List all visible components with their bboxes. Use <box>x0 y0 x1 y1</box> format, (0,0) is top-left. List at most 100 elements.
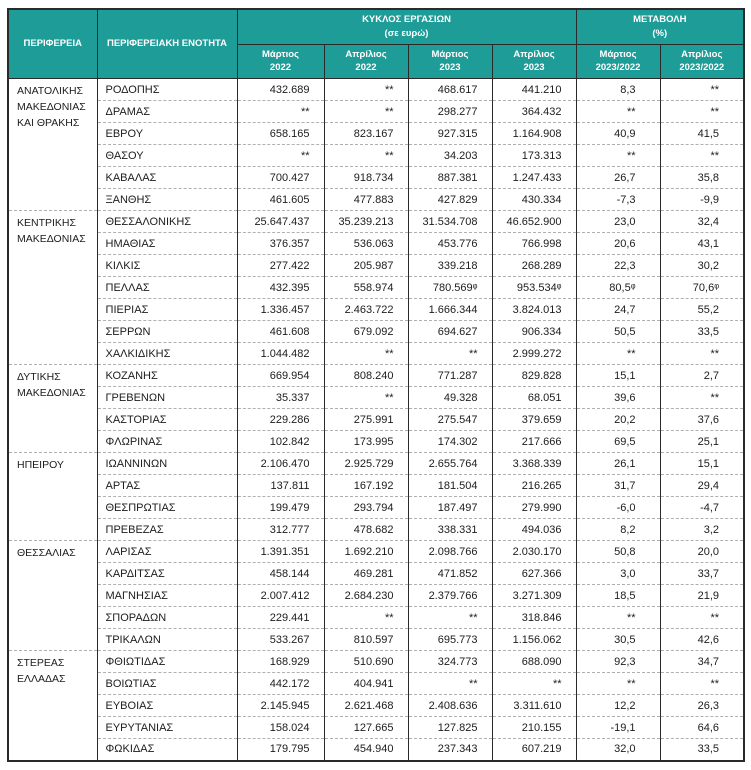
change-percent-cell: ** <box>659 672 745 695</box>
turnover-value-cell: 1.692.210 <box>323 540 408 563</box>
turnover-value-cell: 1.044.482 <box>236 342 324 365</box>
turnover-value-cell: 427.829 <box>407 188 492 211</box>
table-row: ΚΕΝΤΡΙΚΗΣ ΜΑΚΕΔΟΝΙΑΣ ΘΕΣΣΑΛΟΝΙΚΗΣ 25.647.4… <box>7 210 745 365</box>
turnover-value-cell: ** <box>323 342 408 365</box>
change-percent-cell: 2,7 <box>659 364 745 387</box>
turnover-group-subtitle: (σε ευρώ) <box>384 27 429 39</box>
turnover-value-cell: 810.597 <box>323 628 408 651</box>
regional-unit-cell: ΗΜΑΘΙΑΣ <box>96 232 237 255</box>
change-percent-cell: 3,0 <box>575 562 661 585</box>
turnover-value-cell: 49.328 <box>407 386 492 409</box>
change-percent-cell: 26,7 <box>575 166 661 189</box>
change-percent-cell: ** <box>575 342 661 365</box>
column-header-region: ΠΕΡΙΦΕΡΕΙΑ <box>7 8 98 80</box>
turnover-value-cell: 25.647.437 <box>236 210 324 233</box>
turnover-value-cell: 2.621.468 <box>323 694 408 717</box>
change-group-title: ΜΕΤΑΒΟΛΗ <box>633 14 687 25</box>
turnover-value-cell: 102.842 <box>236 430 324 453</box>
period-header-line2: 2023/2022 <box>595 62 641 74</box>
turnover-value-cell: ** <box>323 386 408 409</box>
turnover-value-cell: 181.504 <box>407 474 492 497</box>
table-row: ΧΑΛΚΙΔΙΚΗΣ 1.044.482 ** ** 2.999.272 ** ** <box>8 342 745 365</box>
turnover-value-cell: 906.334 <box>491 320 577 343</box>
table-row: ΤΡΙΚΑΛΩΝ 533.267 810.597 695.773 1.156.062 30… <box>8 628 745 651</box>
change-percent-cell: 15,1 <box>659 452 745 475</box>
change-percent-cell: 24,7 <box>575 298 661 321</box>
change-percent-cell: 30,5 <box>575 628 661 651</box>
change-percent-cell: 8,3 <box>575 78 661 101</box>
turnover-value-cell: ** <box>323 144 408 167</box>
column-header-period: Μάρτιος 2023 <box>407 43 493 80</box>
table-row: ΜΑΓΝΗΣΙΑΣ 2.007.412 2.684.230 2.379.766 3.27… <box>8 584 745 607</box>
column-group-change: ΜΕΤΑΒΟΛΗ (%) <box>575 8 745 45</box>
turnover-value-cell: 1.247.433 <box>491 166 577 189</box>
table-row: ΣΠΟΡΑΔΩΝ 229.441 ** ** 318.846 ** ** <box>8 606 745 629</box>
change-percent-cell: 42,6 <box>659 628 745 651</box>
change-percent-cell: 31,7 <box>575 474 661 497</box>
turnover-value-cell: 694.627 <box>407 320 492 343</box>
region-cell: ΣΤΕΡΕΑΣ ΕΛΛΑΔΑΣ <box>7 650 97 761</box>
turnover-value-cell: 217.666 <box>491 430 577 453</box>
change-percent-cell: 33,5 <box>659 738 745 761</box>
turnover-value-cell: 3.311.610 <box>491 694 577 717</box>
regional-unit-cell: ΤΡΙΚΑΛΩΝ <box>96 628 237 651</box>
period-header-line1: Μάρτιος <box>262 48 299 60</box>
change-percent-cell: ** <box>659 606 745 629</box>
turnover-value-cell: 229.286 <box>236 408 324 431</box>
change-percent-cell: 21,9 <box>659 584 745 607</box>
regional-unit-cell: ΦΛΩΡΙΝΑΣ <box>96 430 237 453</box>
regional-unit-cell: ΛΑΡΙΣΑΣ <box>96 540 237 563</box>
change-percent-cell: 20,6 <box>575 232 661 255</box>
turnover-value-cell: 35.239.213 <box>323 210 408 233</box>
regional-unit-cell: ΠΙΕΡΙΑΣ <box>96 298 237 321</box>
column-header-period: Απρίλιος 2023 <box>491 43 577 80</box>
turnover-group-title: ΚΥΚΛΟΣ ΕΡΓΑΣΙΩΝ <box>362 14 451 25</box>
regional-unit-cell: ΑΡΤΑΣ <box>96 474 237 497</box>
turnover-value-cell: 2.106.470 <box>236 452 324 475</box>
turnover-value-cell: 127.825 <box>407 716 492 739</box>
regional-unit-cell: ΕΥΡΥΤΑΝΙΑΣ <box>96 716 237 739</box>
turnover-value-cell: 478.682 <box>323 518 408 541</box>
change-percent-cell: 20,2 <box>575 408 661 431</box>
turnover-value-cell: 312.777 <box>236 518 324 541</box>
turnover-value-cell: 275.991 <box>323 408 408 431</box>
turnover-value-cell: 158.024 <box>236 716 324 739</box>
change-percent-cell: 26,1 <box>575 452 661 475</box>
change-percent-cell: ** <box>659 144 745 167</box>
change-percent-cell: 25,1 <box>659 430 745 453</box>
turnover-value-cell: 268.289 <box>491 254 577 277</box>
change-percent-cell: 32,0 <box>575 738 661 761</box>
regional-unit-cell: ΚΑΡΔΙΤΣΑΣ <box>96 562 237 585</box>
turnover-value-cell: ** <box>491 672 577 695</box>
turnover-value-cell: 229.441 <box>236 606 324 629</box>
turnover-value-cell: 179.795 <box>236 738 324 761</box>
turnover-value-cell: 173.313 <box>491 144 577 167</box>
regional-unit-cell: ΓΡΕΒΕΝΩΝ <box>96 386 237 409</box>
change-group-subtitle: (%) <box>652 27 668 39</box>
turnover-value-cell: 829.828 <box>491 364 577 387</box>
table-row: ΘΕΣΠΡΩΤΙΑΣ 199.479 293.794 187.497 279.990 -6… <box>8 496 745 519</box>
change-percent-cell: ** <box>659 386 745 409</box>
turnover-value-cell: 887.381 <box>407 166 492 189</box>
turnover-value-cell: 1.156.062 <box>491 628 577 651</box>
turnover-value-cell: ** <box>323 606 408 629</box>
change-percent-cell: 37,6 <box>659 408 745 431</box>
turnover-value-cell: 468.617 <box>407 78 492 101</box>
turnover-value-cell: 679.092 <box>323 320 408 343</box>
table-row: ΔΥΤΙΚΗΣ ΜΑΚΕΔΟΝΙΑΣ ΚΟΖΑΝΗΣ 669.954 808.240 7… <box>7 364 745 453</box>
regional-unit-cell: ΚΑΒΑΛΑΣ <box>96 166 237 189</box>
turnover-value-cell: 174.302 <box>407 430 492 453</box>
table-row: ΔΡΑΜΑΣ ** ** 298.277 364.432 ** ** <box>8 100 745 123</box>
regional-unit-cell: ΣΕΡΡΩΝ <box>96 320 237 343</box>
change-percent-cell: 92,3 <box>575 650 661 673</box>
change-percent-cell: 50,8 <box>575 540 661 563</box>
regional-unit-cell: ΡΟΔΟΠΗΣ <box>96 78 237 101</box>
turnover-value-cell: 199.479 <box>236 496 324 519</box>
turnover-value-cell: 2.098.766 <box>407 540 492 563</box>
table-header: ΠΕΡΙΦΕΡΕΙΑ ΠΕΡΙΦΕΡΕΙΑΚΗ ΕΝΟΤΗΤΑ ΚΥΚΛΟΣ Ε… <box>7 8 745 80</box>
turnover-value-cell: 1.391.351 <box>236 540 324 563</box>
turnover-value-cell: 2.379.766 <box>407 584 492 607</box>
turnover-value-cell: 205.987 <box>323 254 408 277</box>
turnover-value-cell: 187.497 <box>407 496 492 519</box>
change-percent-cell: -9,9 <box>659 188 745 211</box>
